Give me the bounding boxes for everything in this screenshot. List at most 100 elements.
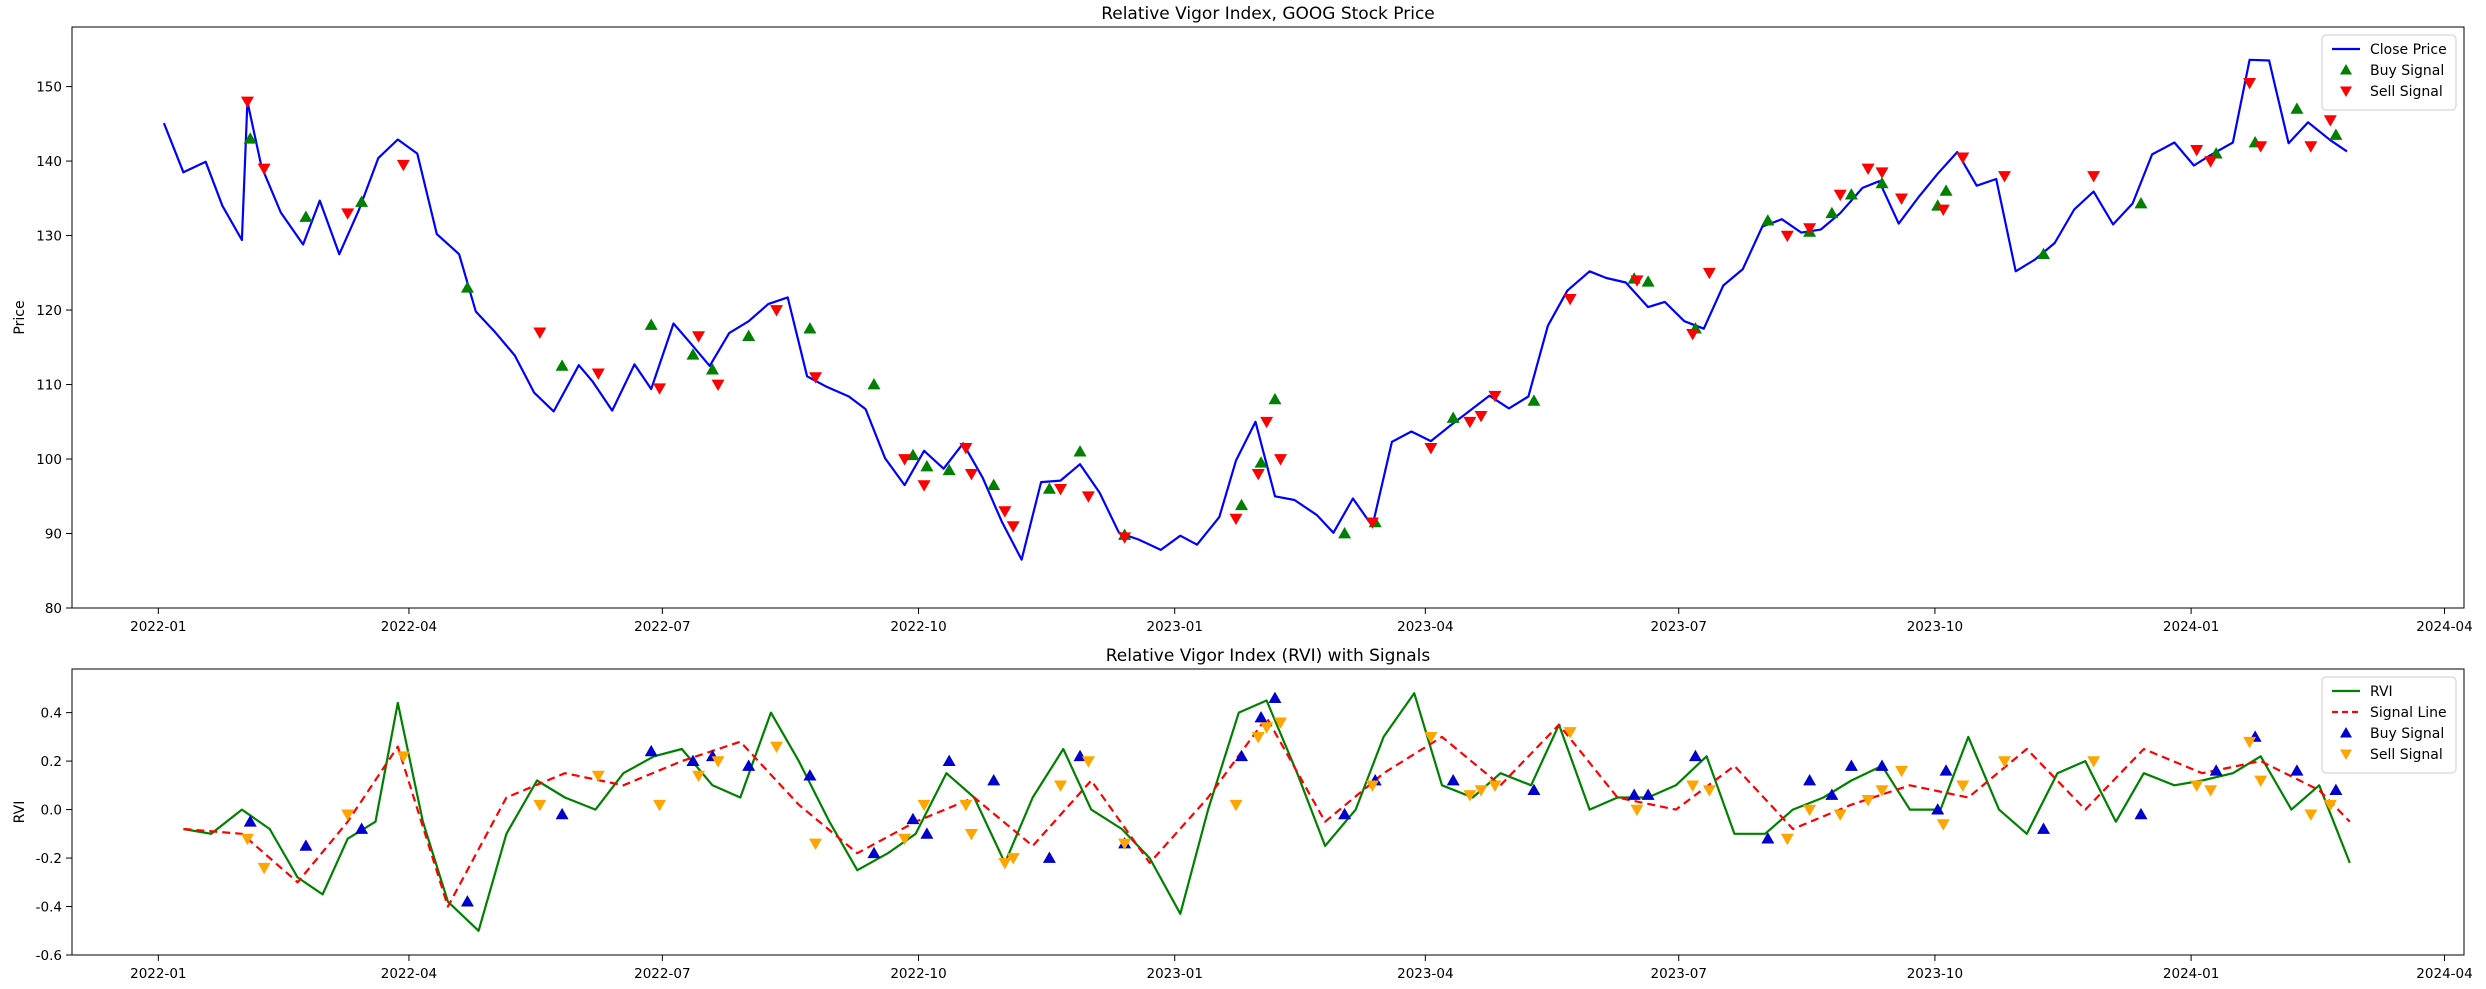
data-point <box>898 833 912 846</box>
data-point <box>1424 442 1438 455</box>
series-close-price <box>162 58 2348 561</box>
plot-frame <box>71 668 2465 956</box>
data-point <box>1780 230 1794 243</box>
data-point <box>1474 785 1488 797</box>
data-point <box>959 442 973 455</box>
data-point <box>1235 749 1249 762</box>
data-point <box>1260 416 1274 429</box>
series-line <box>183 716 2351 908</box>
data-point <box>1268 691 1282 703</box>
data-point <box>243 815 257 827</box>
data-point <box>1463 790 1477 802</box>
data-point <box>591 770 605 783</box>
data-point <box>341 809 355 821</box>
data-point <box>1761 214 1775 226</box>
data-point <box>1936 819 1950 831</box>
data-point <box>1118 838 1132 851</box>
series-rvi <box>183 692 2351 932</box>
data-point <box>555 807 569 820</box>
data-point <box>920 459 934 472</box>
data-point <box>1998 756 2012 768</box>
data-point <box>257 163 271 176</box>
series-sell-signal <box>240 717 2337 875</box>
data-point <box>1260 722 1274 734</box>
y-tick-label: 90 <box>45 527 62 543</box>
data-point <box>533 799 547 812</box>
y-tick-label: 0.2 <box>41 754 62 770</box>
y-tick-label: 140 <box>36 154 62 170</box>
legend-swatch <box>2340 749 2352 760</box>
x-tick-label: 2022-07 <box>634 619 690 635</box>
data-point <box>1274 717 1288 729</box>
legend-box <box>2321 34 2457 111</box>
data-point <box>257 862 271 875</box>
x-tick-label: 2024-04 <box>2416 966 2472 982</box>
x-tick-label: 2023-04 <box>1397 619 1453 635</box>
data-point <box>243 132 257 144</box>
data-point <box>1895 765 1909 778</box>
data-point <box>396 159 410 172</box>
data-point <box>355 822 369 834</box>
x-tick-label: 2023-01 <box>1147 966 1203 982</box>
data-point <box>1939 764 1953 776</box>
data-point <box>2037 247 2051 260</box>
y-axis-label: Price <box>12 300 28 334</box>
data-point <box>1861 795 1875 807</box>
data-point <box>299 839 313 851</box>
data-point <box>1463 416 1477 429</box>
series-line <box>162 58 2348 561</box>
data-point <box>1875 785 1889 797</box>
legend-label: RVI <box>2370 684 2393 700</box>
data-point <box>653 799 667 812</box>
x-tick-label: 2022-04 <box>381 619 437 635</box>
data-point <box>653 383 667 395</box>
data-point <box>1446 773 1460 786</box>
data-point <box>1761 832 1775 844</box>
x-tick-label: 2023-07 <box>1651 966 1707 982</box>
data-point <box>1803 223 1817 235</box>
data-point <box>867 378 881 390</box>
data-point <box>2134 197 2148 209</box>
y-tick-label: 110 <box>36 378 62 394</box>
legend-label: Buy Signal <box>2370 63 2444 79</box>
data-point <box>1833 189 1847 202</box>
data-point <box>1630 275 1644 287</box>
data-point <box>2304 141 2318 153</box>
data-point <box>341 208 355 220</box>
chart-title: Relative Vigor Index, GOOG Stock Price <box>1101 4 1435 24</box>
legend-label: Buy Signal <box>2370 726 2444 742</box>
data-point <box>240 96 254 108</box>
data-point <box>1780 833 1794 846</box>
data-point <box>1488 780 1502 792</box>
data-point <box>460 281 474 293</box>
data-point <box>692 770 706 783</box>
data-point <box>2087 756 2101 768</box>
data-point <box>460 895 474 907</box>
data-point <box>1042 482 1056 494</box>
data-point <box>1630 804 1644 817</box>
data-point <box>2243 736 2257 749</box>
x-tick-label: 2022-01 <box>130 966 186 982</box>
x-tick-label: 2023-01 <box>1147 619 1203 635</box>
x-tick-label: 2022-10 <box>890 619 946 635</box>
data-point <box>555 359 569 371</box>
data-point <box>686 754 700 766</box>
data-point <box>644 318 658 330</box>
y-tick-label: 0.4 <box>41 706 62 722</box>
data-point <box>742 759 756 771</box>
data-point <box>1446 411 1460 423</box>
data-point <box>2037 822 2051 834</box>
data-point <box>1527 783 1541 796</box>
data-point <box>2329 128 2343 140</box>
data-point <box>1641 788 1655 800</box>
data-point <box>1054 483 1068 496</box>
data-point <box>1861 163 1875 176</box>
data-point <box>2243 77 2257 90</box>
data-point <box>1254 456 1268 468</box>
data-point <box>692 331 706 343</box>
data-point <box>964 828 978 841</box>
data-point <box>1042 851 1056 863</box>
data-point <box>942 463 956 476</box>
series-signal-line <box>183 716 2351 908</box>
series-buy-signal <box>243 691 2343 907</box>
